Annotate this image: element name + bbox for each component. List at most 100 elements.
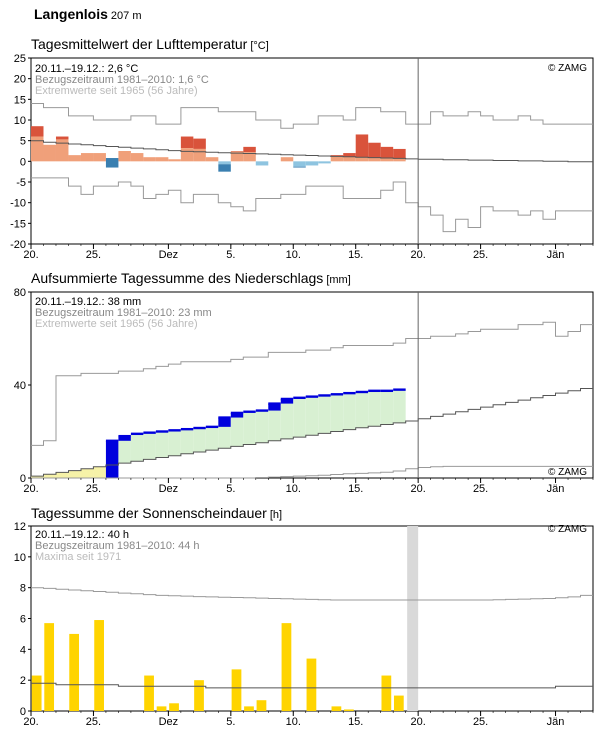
precip-surplus (155, 431, 169, 458)
precip-surplus (168, 430, 181, 456)
sun-bar (69, 633, 80, 711)
precip-deficit (80, 468, 94, 478)
precip-credit: © ZAMG (548, 467, 587, 478)
temp-y-tick-label: -10 (10, 198, 26, 210)
temp-bar-extra (55, 136, 69, 140)
precip-y-tick-label: 40 (14, 380, 26, 392)
precip-surplus (230, 412, 244, 447)
temp-bar-extra (380, 146, 394, 159)
precip-sum-line (243, 410, 256, 413)
temp-legend-extremes: Extremwerte seit 1965 (56 Jahre) (35, 85, 198, 97)
temp-legend-period: 20.11.–19.12.: 2,6 °C (35, 63, 138, 75)
temp-bar-extra (330, 155, 344, 157)
sun-x-tick-label: 25. (473, 716, 488, 728)
precip-deficit (68, 470, 81, 478)
temp-normal-line (31, 140, 593, 163)
precip-sum-line (355, 390, 369, 394)
temp-x-tick-label: Dez (159, 249, 179, 261)
sun-y-tick-label: 0 (20, 706, 26, 718)
temp-bar (380, 158, 394, 162)
precip-surplus (280, 398, 294, 439)
precip-surplus (268, 403, 281, 441)
temp-bar (43, 144, 56, 162)
sun-y-tick-label: 4 (20, 644, 26, 656)
precip-x-tick-label: Jän (547, 483, 565, 495)
precip-x-tick-label: 5. (226, 483, 235, 495)
sun-bar (281, 623, 292, 711)
sun-credit: © ZAMG (548, 524, 587, 535)
station-name: Langenlois (34, 6, 108, 22)
sun-title: Tagessumme der Sonnenscheindauer (31, 505, 267, 521)
temp-bar (343, 156, 356, 162)
sun-bar (194, 680, 204, 711)
temp-bar (168, 159, 181, 162)
precip-surplus (143, 432, 156, 460)
precip-normal-line (31, 388, 593, 477)
temp-credit: © ZAMG (548, 63, 587, 74)
temp-bar-extra (31, 126, 44, 137)
temp-bar-extra (218, 164, 231, 172)
precip-surplus (205, 426, 219, 451)
sun-y-tick-label: 10 (14, 552, 26, 564)
precip-daily-jump (268, 403, 281, 411)
precip-title: Aufsummierte Tagessumme des Niederschlag… (31, 270, 324, 286)
temp-bar (393, 158, 406, 162)
sun-y-tick-label: 6 (20, 614, 26, 626)
temp-x-tick-label: 15. (348, 249, 363, 261)
sun-bar (94, 620, 104, 711)
precip-sum-line (130, 432, 144, 436)
precip-surplus (343, 393, 356, 430)
temp-bar-extra (193, 138, 206, 149)
temp-bar (68, 155, 81, 162)
precip-sum-line (180, 427, 194, 431)
sun-x-tick-label: 10. (286, 716, 301, 728)
precip-sum-line (318, 394, 331, 397)
temp-bar (293, 161, 306, 167)
precip-x-tick-label: 10. (286, 483, 301, 495)
precip-deficit (43, 474, 56, 478)
sun-bar (44, 623, 55, 711)
sun-legend-maxima: Maxima seit 1971 (35, 551, 121, 563)
sun-bar (306, 658, 317, 711)
temp-y-tick-label: 15 (14, 94, 26, 106)
temp-bar-extra (393, 148, 406, 159)
precip-surplus (255, 410, 269, 443)
station-altitude: 207 m (110, 10, 142, 22)
precip-sum-line (393, 388, 406, 391)
station-header: Langenlois 207 m (34, 6, 141, 22)
temp-bar (80, 153, 94, 162)
temp-y-tick-label: 0 (20, 156, 26, 168)
precip-legend-extremes: Extremwerte seit 1965 (56 Jahre) (35, 318, 198, 330)
precip-surplus (118, 436, 131, 464)
sun-bar (331, 706, 342, 711)
temp-x-tick-label: 10. (286, 249, 301, 261)
temp-y-tick-label: 25 (14, 53, 26, 65)
temp-bar (255, 161, 269, 166)
temp-bar (305, 161, 319, 166)
precip-deficit (93, 466, 106, 478)
temp-bar (180, 148, 194, 162)
precip-surplus (355, 391, 369, 428)
precip-sum-line (168, 429, 181, 432)
temp-bar (155, 157, 169, 162)
temp-bar-extra (243, 146, 256, 153)
temp-title: Tagesmittelwert der Lufttemperatur (31, 36, 248, 52)
precip-x-tick-label: 20. (411, 483, 426, 495)
precip-x-tick-label: 25. (86, 483, 101, 495)
precip-surplus (380, 390, 394, 425)
temp-bar (318, 161, 331, 164)
precip-daily-jump (118, 436, 131, 441)
temp-y-tick-label: -15 (10, 218, 26, 230)
sun-bar (31, 675, 42, 711)
precip-surplus (243, 411, 256, 445)
precip-sum-line (268, 402, 281, 405)
sun-bar (344, 709, 354, 711)
sun-bar (169, 703, 179, 711)
precip-daily-jump (280, 398, 294, 404)
precip-chart: 0 40 80 20. 25. Dez 5. 10. 15. 20. 25. Jän (14, 287, 594, 495)
sun-bar (381, 675, 392, 711)
sun-today-band (407, 526, 419, 711)
temp-bar (55, 139, 69, 162)
temp-bar (93, 153, 106, 162)
